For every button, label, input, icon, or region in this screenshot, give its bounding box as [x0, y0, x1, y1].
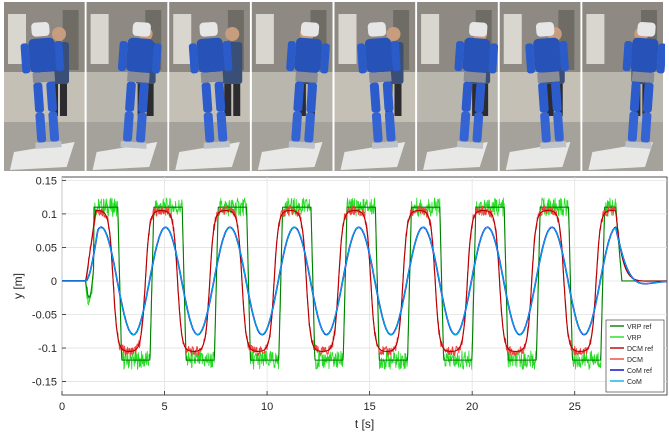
legend-entry: CoM	[627, 379, 642, 386]
robot-photo-sequence	[4, 2, 667, 171]
legend-entry: DCM ref	[627, 346, 653, 353]
legend-entry: DCM	[627, 357, 643, 364]
y-tick-label: 0	[51, 276, 57, 288]
y-tick-label: 0.05	[36, 242, 57, 254]
series-line-com	[62, 226, 667, 336]
robot-figure	[525, 21, 569, 149]
photo-frame-3	[169, 2, 250, 171]
series-line-vrp	[62, 197, 667, 370]
photo-frame-6	[417, 2, 499, 171]
x-tick-label: 10	[261, 401, 273, 413]
y-tick-label: 0.1	[42, 209, 57, 221]
photo-frame-4	[251, 2, 333, 171]
photo-strip	[4, 2, 667, 171]
x-tick-label: 5	[161, 401, 167, 413]
photo-frame-8	[582, 2, 667, 171]
robot-figure	[286, 21, 330, 149]
x-tick-label: 0	[59, 401, 65, 413]
robot-figure	[117, 21, 162, 149]
x-axis-label: t [s]	[355, 417, 374, 431]
series-line-dcm-ref	[62, 209, 667, 352]
line-chart: 0 5 10 15 20 25 -0.15 -0.1 -0.05 0 0.05 0.1 0.15 t [s…	[11, 175, 668, 431]
y-tick-label: -0.05	[32, 310, 57, 322]
y-tick-label: -0.15	[32, 377, 57, 389]
x-tick-label: 25	[569, 401, 581, 413]
photo-frame-5	[334, 2, 416, 171]
robot-figure	[357, 21, 401, 149]
robot-figure	[188, 21, 233, 149]
legend: VRP ref VRP DCM ref DCM CoM ref CoM	[605, 319, 665, 393]
legend-entry: VRP ref	[627, 324, 651, 331]
photo-frame-7	[499, 2, 581, 171]
legend-entry: CoM ref	[627, 368, 652, 375]
y-tick-label: 0.15	[36, 175, 57, 187]
robot-figure	[20, 21, 65, 149]
robot-figure	[454, 21, 499, 149]
photo-frame-1	[4, 2, 85, 171]
plot-area: 0 5 10 15 20 25 -0.15 -0.1 -0.05 0 0.05 0.1 0.15 t [s…	[0, 170, 669, 431]
legend-entry: VRP	[627, 335, 642, 342]
series-line-vrp-ref	[62, 206, 667, 361]
robot-figure	[622, 21, 667, 149]
x-tick-label: 15	[364, 401, 376, 413]
photo-frame-2	[86, 2, 168, 171]
y-tick-label: -0.1	[38, 343, 57, 355]
y-axis-label: y [m]	[11, 273, 25, 299]
x-tick-label: 20	[466, 401, 478, 413]
